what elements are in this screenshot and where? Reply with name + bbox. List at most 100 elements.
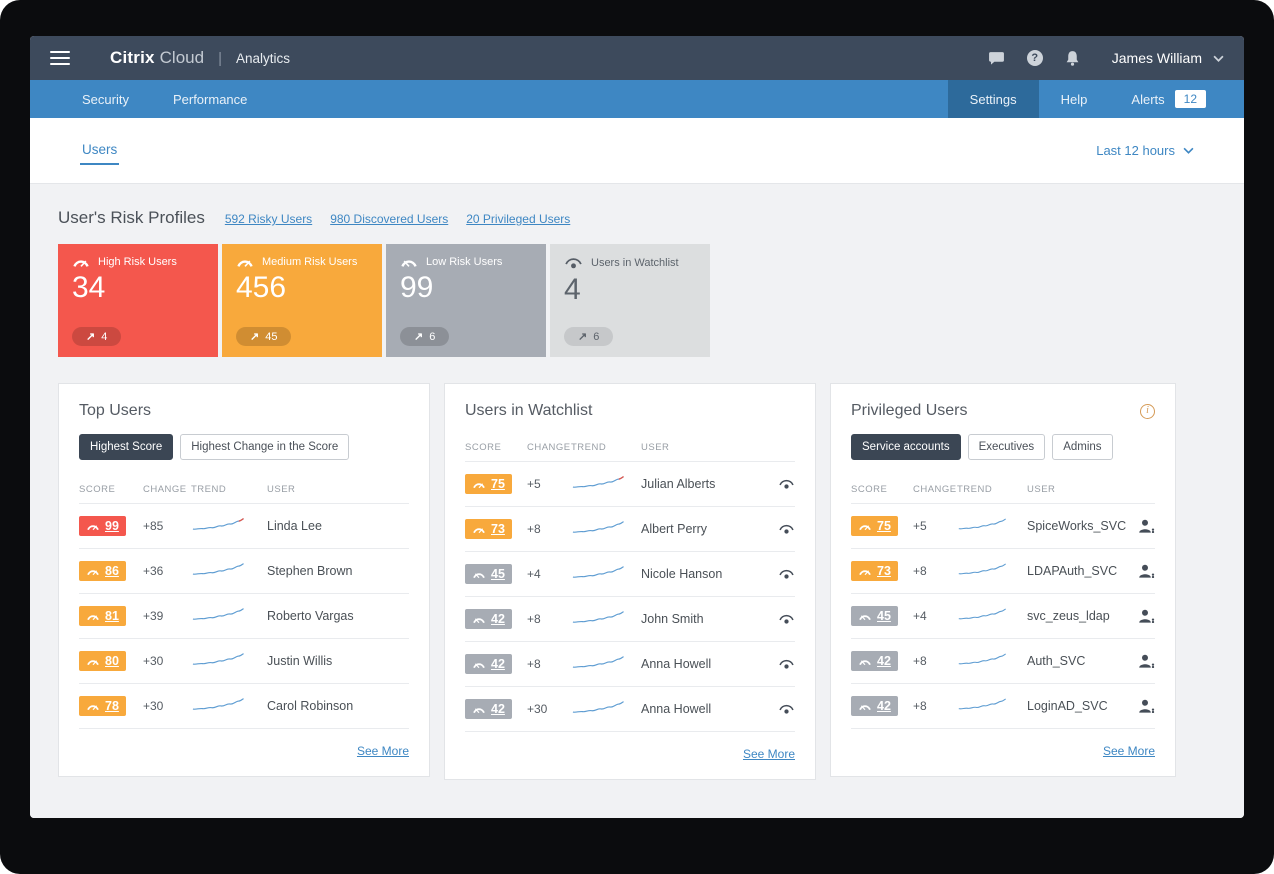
user-name: James William (1111, 50, 1202, 66)
low-risk-card[interactable]: Low Risk Users 99 ↗ 6 (386, 244, 546, 357)
table-row[interactable]: 45 +4 Nicole Hanson (465, 552, 795, 597)
nav-security[interactable]: Security (82, 91, 129, 107)
delta-value: 6 (593, 330, 600, 343)
main-content: User's Risk Profiles 592 Risky Users 980… (30, 184, 1244, 818)
delta-value: 4 (101, 330, 108, 343)
admins-toggle[interactable]: Admins (1052, 434, 1113, 460)
trend-sparkline (191, 515, 267, 538)
delta-value: 45 (265, 330, 278, 343)
brand-citrix: Citrix (110, 48, 155, 67)
help-icon[interactable]: ? (1026, 50, 1043, 66)
trend-sparkline (571, 473, 641, 496)
top-users-toggles: Highest Score Highest Change in the Scor… (79, 434, 409, 460)
change-value: +8 (527, 612, 541, 626)
user-icon (1131, 699, 1155, 713)
arrow-up-right-icon: ↗ (414, 331, 424, 343)
service-accounts-toggle[interactable]: Service accounts (851, 434, 961, 460)
user-name: Anna Howell (641, 657, 712, 671)
table-row[interactable]: 75 +5 SpiceWorks_SVC (851, 504, 1155, 549)
score-badge: 45 (465, 564, 512, 584)
table-row[interactable]: 78 +30 Carol Robinson (79, 684, 409, 729)
product-name: Analytics (235, 51, 291, 66)
table-row[interactable]: 73 +8 LDAPAuth_SVC (851, 549, 1155, 594)
user-name: Justin Willis (267, 654, 333, 668)
card-label: Medium Risk Users (262, 256, 358, 268)
table-row[interactable]: 45 +4 svc_zeus_ldap (851, 594, 1155, 639)
time-range-selector[interactable]: Last 12 hours (1096, 143, 1194, 158)
chat-icon[interactable] (988, 51, 1005, 66)
brand-cloud: Cloud (159, 48, 205, 67)
user-name: Anna Howell (641, 702, 712, 716)
see-more-link[interactable]: See More (742, 747, 795, 761)
nav-right: Settings Help Alerts 12 (947, 80, 1244, 118)
delta-pill: ↗ 45 (236, 327, 292, 346)
see-more-link[interactable]: See More (356, 744, 409, 758)
highest-change-toggle[interactable]: Highest Change in the Score (180, 434, 350, 460)
hamburger-menu-icon[interactable] (50, 50, 70, 66)
score-value: 99 (105, 519, 119, 533)
tab-users[interactable]: Users (80, 136, 120, 165)
see-more-link[interactable]: See More (1102, 744, 1155, 758)
score-badge: 42 (465, 699, 512, 719)
table-row[interactable]: 42 +30 Anna Howell (465, 687, 795, 732)
score-value: 42 (491, 702, 505, 716)
table-row[interactable]: 42 +8 Anna Howell (465, 642, 795, 687)
watchlist-card[interactable]: Users in Watchlist 4 ↗ 6 (550, 244, 710, 357)
change-value: +8 (527, 522, 541, 536)
score-value: 45 (877, 609, 891, 623)
table-row[interactable]: 73 +8 Albert Perry (465, 507, 795, 552)
score-value: 42 (877, 699, 891, 713)
discovered-users-link[interactable]: 980 Discovered Users (330, 212, 449, 226)
user-name: Carol Robinson (267, 699, 354, 713)
score-badge: 42 (465, 654, 512, 674)
change-value: +4 (527, 567, 541, 581)
info-icon[interactable]: i (1140, 403, 1155, 419)
arrow-up-right-icon: ↗ (250, 331, 260, 343)
change-value: +4 (913, 609, 927, 623)
user-name: Nicole Hanson (641, 567, 723, 581)
trend-sparkline (957, 515, 1027, 538)
bell-icon[interactable] (1065, 50, 1080, 66)
header-actions: ? James William (988, 50, 1224, 66)
table-row[interactable]: 86 +36 Stephen Brown (79, 549, 409, 594)
highest-score-toggle[interactable]: Highest Score (79, 434, 174, 460)
privileged-toggles: Service accounts Executives Admins (851, 434, 1155, 460)
nav-settings[interactable]: Settings (947, 80, 1039, 118)
user-name: LoginAD_SVC (1027, 699, 1108, 713)
table-row[interactable]: 99 +85 Linda Lee (79, 504, 409, 549)
table-row[interactable]: 81 +39 Roberto Vargas (79, 594, 409, 639)
nav-alerts[interactable]: Alerts 12 (1109, 80, 1216, 118)
chevron-down-icon (1213, 55, 1224, 62)
score-badge: 73 (851, 561, 898, 581)
primary-nav: Security Performance Settings Help Alert… (30, 80, 1244, 118)
table-row[interactable]: 80 +30 Justin Willis (79, 639, 409, 684)
gauge-icon (87, 614, 99, 621)
eye-icon (771, 703, 795, 715)
user-menu[interactable]: James William (1112, 50, 1224, 66)
privileged-users-link[interactable]: 20 Privileged Users (466, 212, 571, 226)
nav-help[interactable]: Help (1060, 91, 1088, 107)
table-row[interactable]: 42 +8 John Smith (465, 597, 795, 642)
user-name: Albert Perry (641, 522, 707, 536)
high-risk-card[interactable]: High Risk Users 34 ↗ 4 (58, 244, 218, 357)
score-badge: 75 (851, 516, 898, 536)
eye-icon (771, 613, 795, 625)
change-value: +85 (143, 519, 164, 533)
medium-risk-card[interactable]: Medium Risk Users 456 ↗ 45 (222, 244, 382, 357)
change-value: +8 (913, 564, 927, 578)
score-value: 73 (491, 522, 505, 536)
change-value: +8 (913, 654, 927, 668)
gauge-icon (87, 704, 99, 711)
score-value: 78 (105, 699, 119, 713)
nav-performance[interactable]: Performance (172, 91, 248, 107)
trend-sparkline (571, 653, 641, 676)
risky-users-link[interactable]: 592 Risky Users (224, 212, 313, 226)
table-row[interactable]: 75 +5 Julian Alberts (465, 462, 795, 507)
trend-sparkline (957, 605, 1027, 628)
score-badge: 99 (79, 516, 126, 536)
executives-toggle[interactable]: Executives (967, 434, 1046, 460)
trend-sparkline (957, 695, 1027, 718)
table-row[interactable]: 42 +8 Auth_SVC (851, 639, 1155, 684)
table-row[interactable]: 42 +8 LoginAD_SVC (851, 684, 1155, 729)
score-value: 75 (491, 477, 505, 491)
